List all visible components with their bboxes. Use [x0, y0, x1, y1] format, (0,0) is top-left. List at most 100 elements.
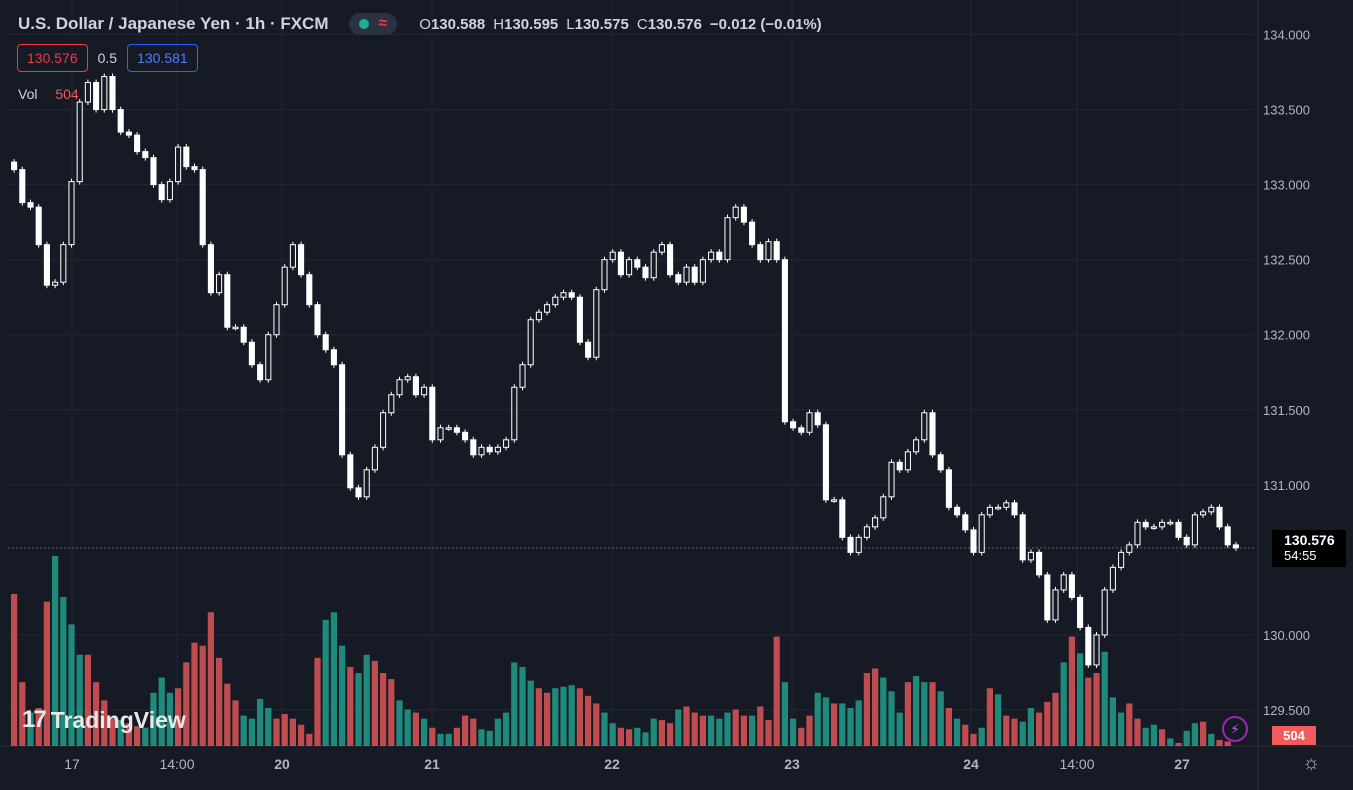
candle-body — [322, 334, 329, 351]
candle-body — [757, 244, 764, 261]
candle-body — [404, 376, 411, 381]
volume-bar — [773, 636, 780, 746]
volume-bar — [1224, 741, 1231, 746]
volume-bar — [511, 662, 518, 746]
volume-bar — [232, 700, 239, 746]
volume-bar — [486, 730, 493, 746]
volume-bar — [240, 715, 247, 746]
volume-bar — [388, 679, 395, 746]
volume-bar — [199, 645, 206, 746]
volume-bar — [1011, 718, 1018, 746]
volume-bar — [1003, 715, 1010, 746]
volume-legend[interactable]: Vol 504 — [18, 86, 79, 102]
volume-bar — [101, 700, 108, 746]
wave-icon: ≈ — [378, 15, 388, 32]
gear-icon[interactable]: ☼ — [1302, 752, 1321, 774]
candle-body — [650, 251, 657, 279]
candle-body — [109, 76, 116, 111]
volume-bar — [207, 612, 215, 746]
candle-body — [1101, 589, 1108, 636]
candle-body — [1068, 574, 1075, 598]
low-value: 130.575 — [574, 15, 629, 33]
volume-bar — [60, 597, 67, 746]
volume-bar — [1134, 718, 1141, 746]
volume-bar — [429, 727, 436, 746]
volume-bar — [683, 706, 690, 746]
candle-body — [150, 157, 157, 186]
volume-bar — [19, 682, 26, 746]
volume-bar — [453, 727, 461, 746]
volume-bar — [133, 726, 141, 746]
volume-bar — [68, 624, 75, 746]
candle-body — [1167, 521, 1174, 525]
candle-body — [1142, 521, 1149, 528]
symbol-title[interactable]: U.S. Dollar / Japanese Yen · 1h · FXCM — [18, 14, 329, 33]
volume-bar — [1158, 729, 1166, 746]
candle-body — [568, 292, 575, 298]
lightning-icon[interactable]: ⚡ — [1222, 716, 1248, 742]
candle-body — [248, 341, 255, 366]
candle-body — [240, 326, 247, 343]
price-tick-label: 133.000 — [1263, 178, 1310, 193]
volume-bar — [76, 654, 83, 746]
volume-bar — [191, 642, 198, 746]
volume-bar — [1060, 662, 1067, 746]
candle-body — [1060, 574, 1067, 591]
volume-bar — [1183, 730, 1190, 746]
candle-body — [412, 376, 419, 396]
candle-body — [675, 274, 682, 283]
volume-bar — [158, 677, 165, 746]
candle-body — [1036, 551, 1043, 576]
volume-bar — [1199, 721, 1207, 746]
candle-body — [699, 259, 706, 283]
volume-bar — [716, 718, 723, 746]
candle-body — [1159, 521, 1166, 528]
volume-bar — [814, 692, 821, 746]
volume-bar — [781, 682, 789, 746]
volume-bar — [560, 686, 567, 746]
volume-bar — [888, 691, 895, 746]
volume-bar — [658, 720, 666, 746]
volume-bar — [379, 673, 387, 746]
candle-body — [1208, 506, 1215, 513]
candle-body — [76, 101, 83, 183]
volume-bar — [543, 692, 551, 746]
spread-value: 0.5 — [97, 50, 118, 66]
volume-bar — [1019, 721, 1026, 746]
candle-body — [19, 169, 26, 204]
market-status-pill[interactable]: ≈ — [348, 13, 398, 35]
candle-body — [207, 244, 214, 294]
volume-bar — [822, 697, 830, 746]
buy-price-button[interactable]: 130.581 — [127, 44, 198, 72]
candle-body — [1093, 634, 1100, 666]
volume-bar — [437, 733, 444, 746]
candle-body — [421, 386, 428, 396]
price-tick-label: 131.500 — [1263, 403, 1310, 418]
candle-body — [314, 304, 321, 336]
volume-bar — [363, 654, 370, 746]
time-tick-label: 27 — [1174, 756, 1190, 772]
tradingview-logo[interactable]: 17 TradingView — [22, 706, 186, 734]
candle-body — [634, 259, 641, 268]
volume-bar — [125, 723, 133, 746]
volume-bar — [10, 594, 18, 746]
volume-bar — [584, 695, 592, 746]
sell-price-button[interactable]: 130.576 — [17, 44, 88, 72]
volume-bar — [904, 682, 912, 746]
candle-body — [1044, 574, 1051, 621]
tradingview-logo-icon: 17 — [22, 706, 47, 733]
candle-body — [773, 241, 780, 261]
volume-bar — [691, 712, 698, 746]
volume-bar — [994, 694, 1002, 746]
candle-body — [232, 326, 239, 330]
candle-body — [511, 386, 518, 441]
volume-bar — [1027, 708, 1035, 746]
candle-body — [1134, 521, 1141, 546]
volume-bar — [215, 657, 223, 746]
candle-body — [380, 412, 387, 448]
candle-body — [855, 536, 862, 553]
candle-body — [937, 454, 944, 471]
price-tick-label: 129.500 — [1263, 703, 1310, 718]
